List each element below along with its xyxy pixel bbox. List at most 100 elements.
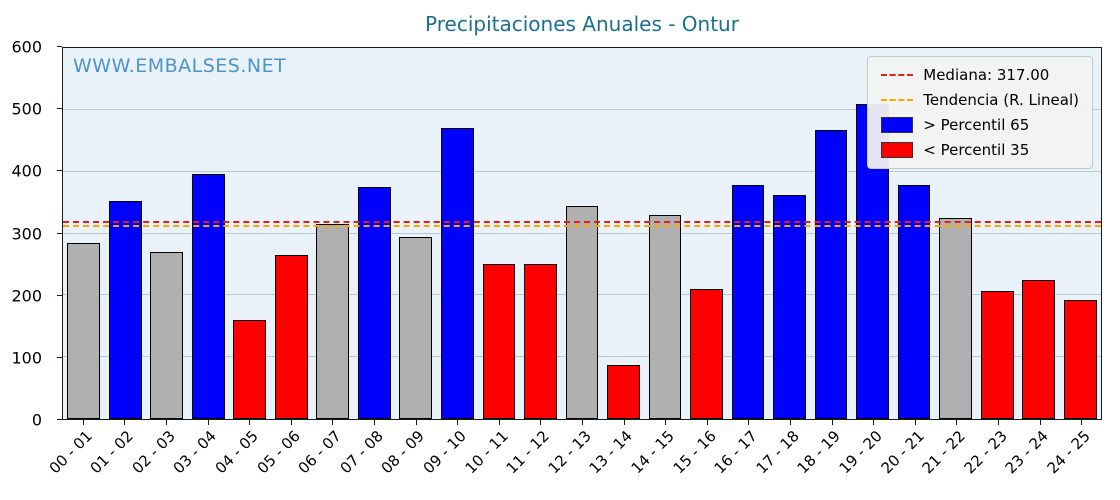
bar-slot xyxy=(188,48,230,419)
bar xyxy=(108,201,142,419)
x-tick-label: 24 - 25 xyxy=(1043,427,1094,478)
y-tick-mark xyxy=(57,46,62,47)
bar-slot xyxy=(810,48,852,419)
y-tick-mark xyxy=(57,294,62,296)
x-tick-mark xyxy=(457,420,459,425)
legend-high-label: > Percentil 65 xyxy=(923,116,1030,134)
low-percentile-patch xyxy=(881,142,914,158)
y-tick-mark xyxy=(57,356,62,358)
bar xyxy=(150,252,184,419)
bar xyxy=(1022,279,1056,419)
bar xyxy=(897,185,931,419)
trend-dashed-line-sample xyxy=(881,99,914,101)
bar xyxy=(939,218,972,419)
bar xyxy=(731,185,765,419)
high-percentile-patch xyxy=(881,117,914,133)
bar-slot xyxy=(1018,48,1060,419)
x-tick-label: 10 - 11 xyxy=(461,427,512,478)
x-tick-mark xyxy=(665,420,667,425)
bar-slot xyxy=(644,48,686,419)
legend-low-label: < Percentil 35 xyxy=(923,141,1030,159)
bar xyxy=(399,236,433,419)
bar xyxy=(773,195,806,419)
x-tick-label: 12 - 13 xyxy=(544,427,595,478)
bar-slot xyxy=(893,48,935,419)
x-tick-mark xyxy=(249,420,251,425)
bar xyxy=(1063,300,1097,419)
y-tick-label: 300 xyxy=(11,224,42,243)
x-tick-mark xyxy=(998,420,999,425)
x-tick-mark xyxy=(914,420,916,425)
bar-slot xyxy=(686,48,728,419)
bar xyxy=(316,224,350,419)
bar xyxy=(482,264,516,419)
x-tick-mark xyxy=(831,420,833,425)
bar xyxy=(441,128,474,419)
bar-slot xyxy=(63,48,105,419)
bar-slot xyxy=(271,48,313,419)
bar xyxy=(607,364,640,419)
bar xyxy=(524,264,557,419)
x-tick-label: 06 - 07 xyxy=(294,427,346,478)
watermark: WWW.EMBALSES.NET xyxy=(73,55,287,77)
bar-slot xyxy=(105,48,147,419)
trend-line xyxy=(63,225,1101,228)
gridline xyxy=(63,108,1101,110)
bar xyxy=(191,173,225,419)
x-tick-label: 22 - 23 xyxy=(960,427,1011,478)
x-tick-label: 17 - 18 xyxy=(752,427,803,478)
y-axis: 0 100 200 300 400 500 600 xyxy=(0,38,52,430)
x-tick-label: 07 - 08 xyxy=(336,427,387,478)
bar-slot xyxy=(478,48,520,419)
x-tick-mark xyxy=(1081,420,1083,425)
y-tick-label: 0 xyxy=(31,410,42,430)
bar-slot xyxy=(146,48,188,419)
x-tick-mark xyxy=(706,420,708,425)
x-tick-mark xyxy=(498,420,500,425)
bar-slot xyxy=(935,48,977,419)
x-tick-mark xyxy=(748,420,750,425)
bar xyxy=(980,291,1014,419)
x-tick-label: 02 - 03 xyxy=(128,427,179,478)
bar-slot xyxy=(769,48,811,419)
x-tick-mark xyxy=(82,420,84,425)
bar xyxy=(274,255,308,419)
legend: Mediana: 317.00 Tendencia (R. Lineal) > … xyxy=(867,56,1093,169)
bar-slot xyxy=(437,48,479,419)
x-tick-mark xyxy=(1039,420,1041,425)
y-tick-label: 200 xyxy=(11,286,42,306)
bar xyxy=(814,129,848,419)
bar-slot xyxy=(561,48,603,419)
median-line xyxy=(63,221,1101,223)
x-tick-label: 16 - 17 xyxy=(710,427,762,478)
x-tick-mark xyxy=(124,420,126,425)
x-tick-label: 20 - 21 xyxy=(877,427,928,478)
x-tick-mark xyxy=(332,420,334,425)
bar-slot xyxy=(312,48,354,419)
median-dashed-line-sample xyxy=(881,74,914,76)
legend-item-median: Mediana: 317.00 xyxy=(881,66,1079,84)
x-tick-label: 01 - 02 xyxy=(86,427,138,478)
bar-slot xyxy=(354,48,396,419)
bars-layer xyxy=(63,48,1101,419)
x-tick-mark xyxy=(623,420,625,425)
x-tick-mark xyxy=(374,420,375,425)
legend-item-low-percentile: < Percentil 35 xyxy=(881,141,1079,159)
x-tick-mark xyxy=(582,420,583,425)
x-tick-label: 13 - 14 xyxy=(586,427,637,478)
bar xyxy=(233,320,267,419)
x-tick-mark xyxy=(790,420,791,425)
legend-median-label: Mediana: 317.00 xyxy=(923,66,1050,84)
x-tick-label: 23 - 24 xyxy=(1002,427,1053,478)
y-tick-label: 600 xyxy=(11,37,42,57)
x-tick-label: 21 - 22 xyxy=(918,427,970,478)
x-tick-label: 08 - 09 xyxy=(378,427,429,478)
legend-item-trend: Tendencia (R. Lineal) xyxy=(881,91,1079,109)
x-tick-mark xyxy=(290,420,292,425)
x-tick-label: 09 - 10 xyxy=(419,427,470,478)
x-tick-label: 00 - 01 xyxy=(45,427,96,478)
y-tick-mark xyxy=(57,170,62,172)
y-tick-mark xyxy=(57,232,62,234)
bar-slot xyxy=(976,48,1018,419)
